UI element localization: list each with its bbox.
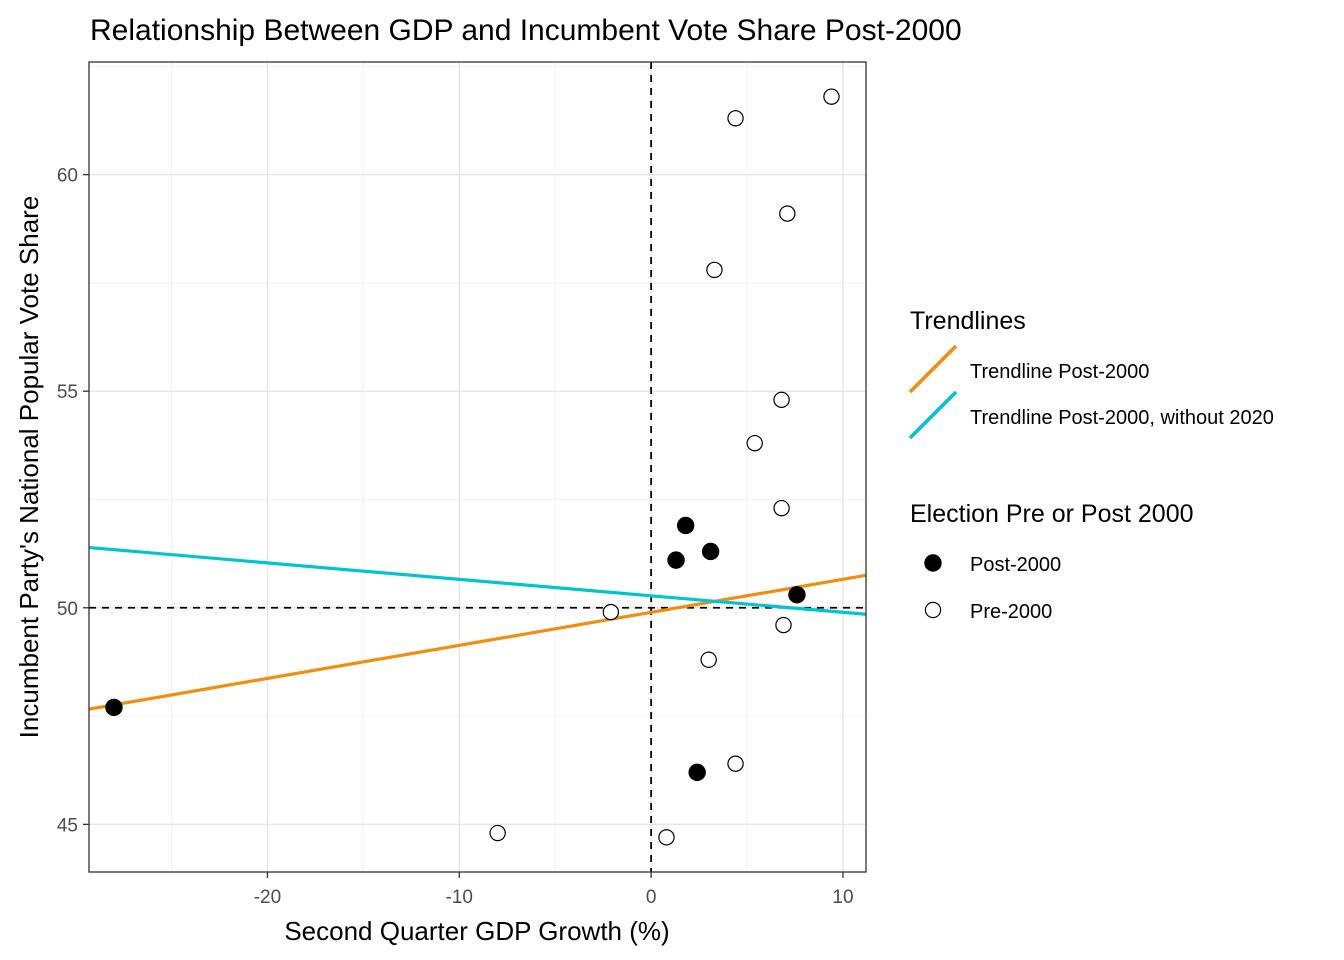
trendline bbox=[88, 573, 867, 711]
legend-key-line bbox=[908, 390, 958, 440]
x-tick-label: -10 bbox=[446, 887, 473, 908]
point-pre-2000 bbox=[602, 603, 620, 621]
y-tick-label: 50 bbox=[57, 599, 78, 620]
legend-key-line bbox=[908, 344, 958, 394]
legend-label: Pre-2000 bbox=[970, 601, 1052, 623]
y-tick-label: 60 bbox=[57, 166, 78, 187]
point-pre-2000 bbox=[779, 205, 796, 222]
y-axis: 45 50 55 60 bbox=[57, 166, 89, 836]
y-axis-title: Incumbent Party's National Popular Vote … bbox=[14, 196, 44, 739]
legend-label: Trendline Post-2000 bbox=[970, 361, 1149, 383]
point-pre-2000 bbox=[706, 261, 723, 279]
plot-border bbox=[88, 61, 867, 873]
legend-key-point bbox=[924, 601, 942, 619]
point-post-2000 bbox=[788, 586, 806, 604]
point-pre-2000 bbox=[746, 434, 763, 452]
x-tick-label: 0 bbox=[646, 887, 657, 908]
trendline bbox=[88, 545, 867, 616]
point-pre-2000 bbox=[823, 88, 840, 105]
y-tick-label: 45 bbox=[57, 815, 78, 836]
point-pre-2000 bbox=[700, 651, 717, 668]
point-pre-2000 bbox=[727, 755, 744, 772]
point-pre-2000 bbox=[773, 499, 790, 517]
plot-panel bbox=[88, 61, 867, 873]
x-tick-label: 10 bbox=[832, 887, 853, 908]
point-post-2000 bbox=[676, 516, 695, 535]
trendlines bbox=[88, 545, 867, 711]
legend-label: Trendline Post-2000, without 2020 bbox=[970, 407, 1274, 429]
y-tick-label: 55 bbox=[57, 382, 78, 403]
x-axis: -20 -10 0 10 bbox=[254, 872, 854, 908]
legend-title-election: Election Pre or Post 2000 bbox=[910, 500, 1194, 528]
point-post-2000 bbox=[667, 551, 685, 569]
point-post-2000 bbox=[701, 542, 720, 561]
point-pre-2000 bbox=[775, 616, 792, 634]
x-tick-label: -20 bbox=[254, 887, 281, 908]
x-axis-title: Second Quarter GDP Growth (%) bbox=[284, 916, 669, 946]
point-pre-2000 bbox=[727, 110, 744, 127]
legend-title-trendlines: Trendlines bbox=[910, 307, 1026, 335]
legend-label: Post-2000 bbox=[970, 554, 1061, 576]
chart-title: Relationship Between GDP and Incumbent V… bbox=[90, 14, 962, 47]
data-points bbox=[105, 88, 840, 846]
reference-lines bbox=[89, 62, 866, 872]
point-pre-2000 bbox=[658, 829, 675, 846]
legend-key-point bbox=[924, 554, 942, 572]
legend: Trendlines Trendline Post-2000 Trendline P… bbox=[908, 307, 1274, 623]
plot-background bbox=[89, 62, 866, 872]
point-pre-2000 bbox=[489, 824, 506, 842]
point-pre-2000 bbox=[773, 391, 790, 409]
point-post-2000 bbox=[105, 698, 123, 717]
point-post-2000 bbox=[688, 763, 706, 782]
